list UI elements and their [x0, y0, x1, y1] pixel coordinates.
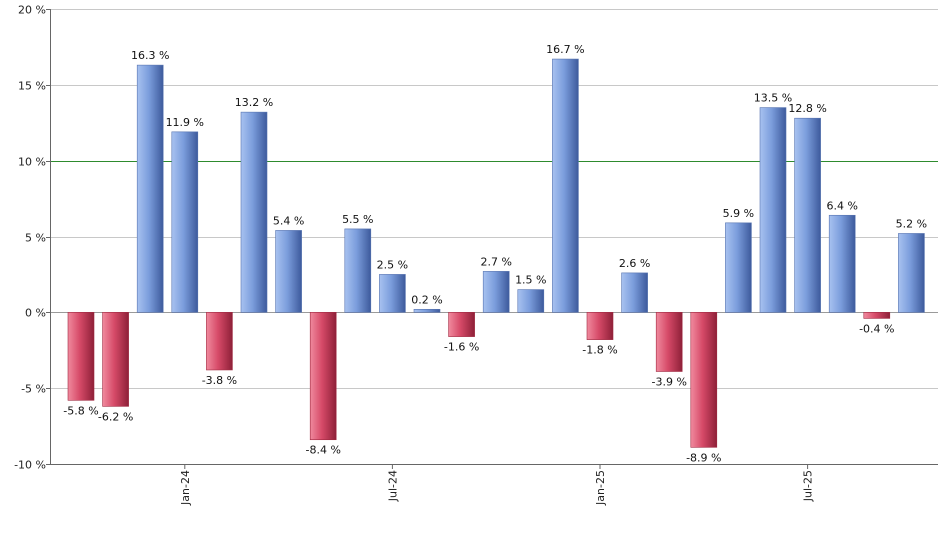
bar	[794, 117, 821, 313]
bar-value-label: 13.5 %	[754, 92, 792, 105]
bar	[379, 274, 406, 313]
bar	[171, 131, 199, 313]
bar	[759, 107, 787, 313]
bar	[67, 312, 95, 401]
bar	[655, 312, 683, 372]
bar-value-label: 5.9 %	[723, 207, 754, 220]
bar	[482, 271, 510, 313]
bar-value-label: 2.7 %	[480, 255, 511, 268]
bar	[309, 312, 337, 441]
bar	[344, 228, 372, 313]
y-tick-label: 0 %	[25, 307, 46, 320]
data-labels: -5.8 % -6.2 % 16.3 % 11.9 % -3.8 % 13.2 % 5.4 …	[63, 43, 927, 464]
bar-value-label: -8.9 %	[686, 451, 721, 464]
bar-value-label: 0.2 %	[411, 293, 442, 306]
bar-value-label: 6.4 %	[826, 199, 857, 212]
bar-value-label: -0.4 %	[859, 322, 894, 335]
bar-value-label: 13.2 %	[235, 96, 273, 109]
bar-value-label: 5.5 %	[342, 213, 373, 226]
y-tick-label: 10 %	[18, 156, 46, 169]
bar-value-label: 12.8 %	[788, 102, 826, 115]
y-tick-label: 5 %	[25, 232, 46, 245]
bar-value-label: 16.7 %	[546, 43, 584, 56]
y-tick-label: -10 %	[14, 459, 46, 472]
x-tick-label: Jan-25	[594, 470, 607, 506]
bar-value-label: 2.6 %	[619, 257, 650, 270]
bar-value-label: -6.2 %	[98, 410, 133, 423]
bar	[828, 214, 856, 313]
bar	[690, 312, 718, 448]
bars	[67, 58, 925, 448]
bar	[413, 308, 441, 313]
bar	[898, 233, 925, 313]
bar	[552, 58, 579, 313]
bar-value-label: 11.9 %	[166, 116, 204, 129]
bar-value-label: 5.2 %	[896, 217, 927, 230]
bar	[586, 312, 614, 340]
bar	[863, 312, 891, 319]
bar	[275, 230, 302, 313]
bar-value-label: 16.3 %	[131, 49, 169, 62]
bar-value-label: -3.9 %	[651, 375, 686, 388]
bar-value-label: 5.4 %	[273, 214, 304, 227]
bar-value-label: -8.4 %	[305, 444, 340, 457]
bar	[448, 312, 475, 337]
bar-value-label: 2.5 %	[377, 258, 408, 271]
y-tick-label: -5 %	[21, 383, 46, 396]
x-tick-label: Jan-24	[179, 470, 192, 506]
y-tick-label: 15 %	[18, 80, 46, 93]
bar	[102, 312, 129, 407]
bar	[206, 312, 233, 371]
y-tick-label: 20 %	[18, 4, 46, 17]
bar	[621, 272, 648, 313]
bar	[517, 289, 545, 313]
bar	[240, 111, 268, 313]
bar	[725, 222, 752, 313]
bar-value-label: -3.8 %	[202, 374, 237, 387]
axes: 20 % 15 % 10 % 5 % 0 % -5 % -10 % Jan-24 Jul-24 J…	[14, 4, 938, 506]
bar-value-label: -1.6 %	[444, 341, 479, 354]
x-tick-label: Jul-24	[386, 470, 399, 502]
bar	[136, 64, 164, 313]
x-tick-label: Jul-25	[802, 470, 815, 502]
bar-value-label: 1.5 %	[515, 274, 546, 287]
bar-value-label: -1.8 %	[582, 344, 617, 357]
bar-value-label: -5.8 %	[63, 404, 98, 417]
